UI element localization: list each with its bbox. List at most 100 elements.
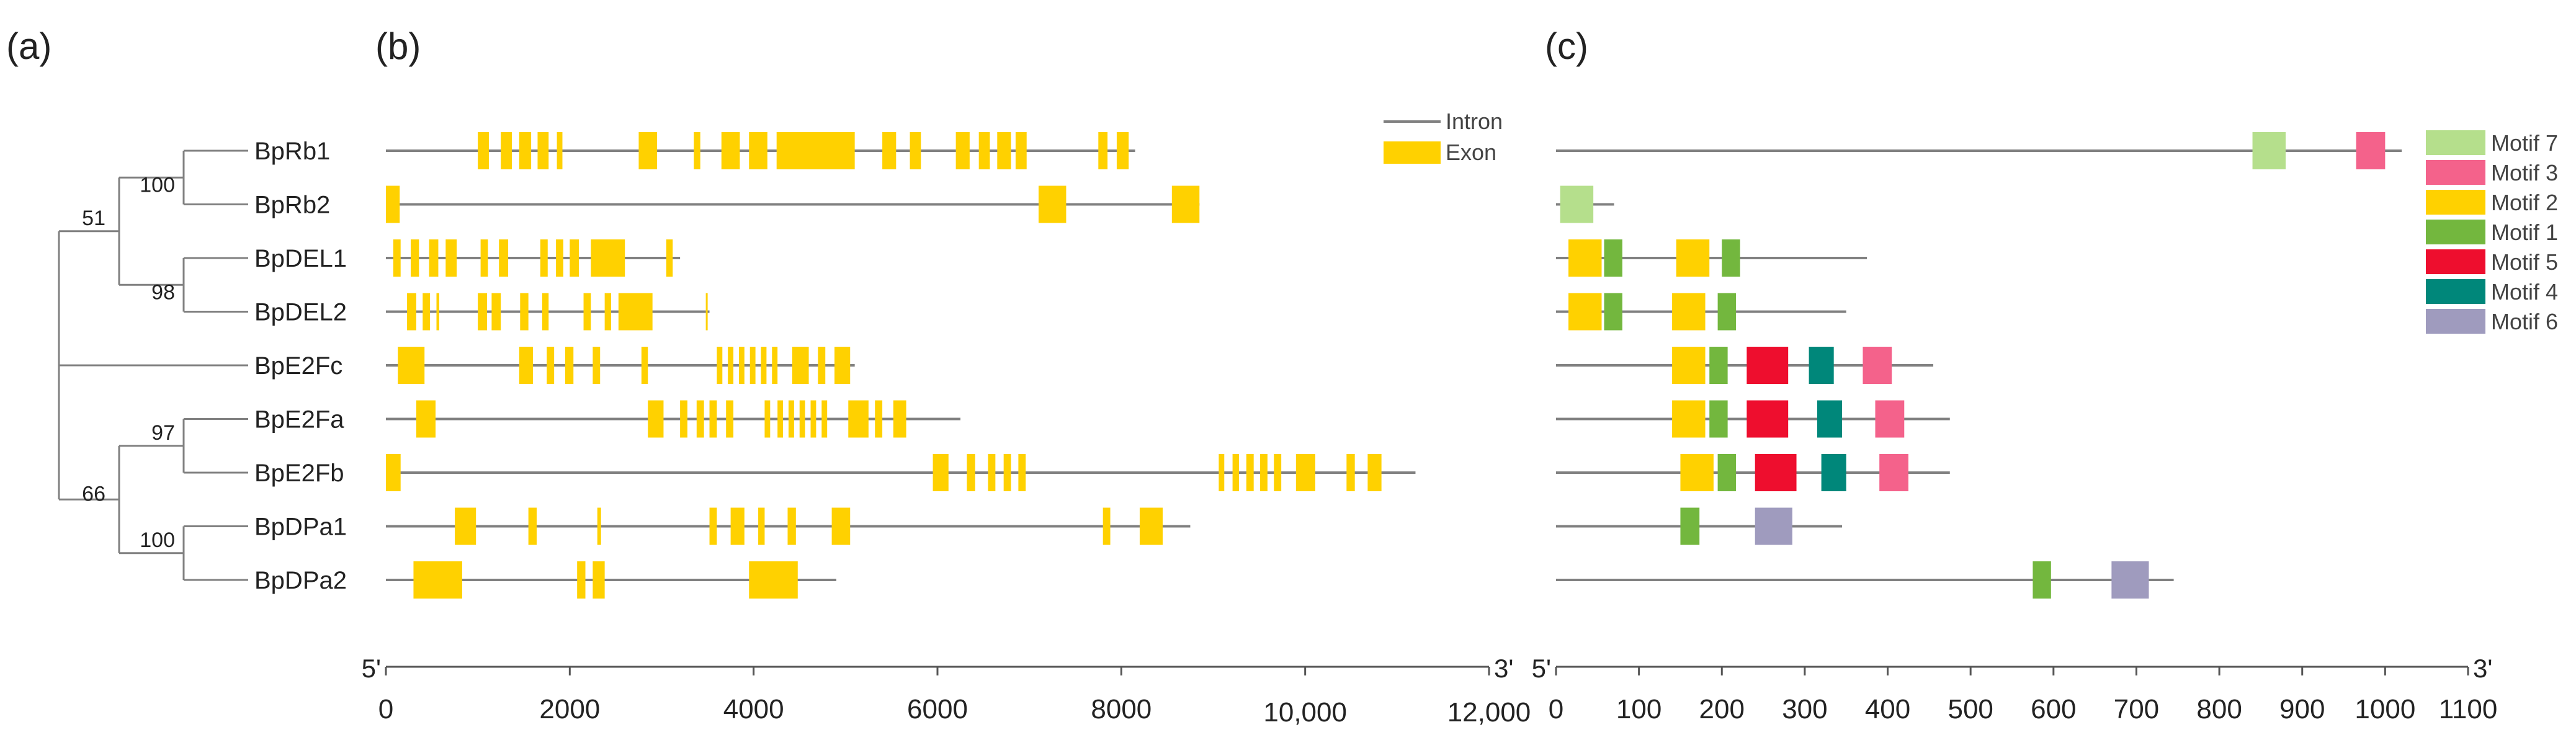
exon-bpe2fa-2 (648, 400, 664, 438)
motif-bpdel2-motif1-4 (1717, 293, 1736, 331)
axis-b-3prime: 3' (1494, 654, 1513, 683)
exon-bprb1-11 (882, 132, 897, 169)
bootstrap-dp: 100 (140, 528, 175, 552)
exon-bpe2fc-7 (717, 347, 723, 384)
gene-label-bprb1: BpRb1 (254, 138, 330, 165)
legend-swatch-motif7 (2426, 130, 2485, 155)
bootstrap-values: 100 51 98 97 66 100 (82, 173, 175, 552)
exon-bpe2fa-11 (810, 400, 816, 438)
legend-swatch-motif4 (2426, 279, 2485, 304)
motif-bpdpa1-motif6-2 (1755, 507, 1792, 545)
exon-bpdel1-7 (540, 239, 548, 277)
exon-bpdpa1-5 (730, 507, 745, 545)
exon-bpe2fc-6 (641, 347, 648, 384)
exon-bpe2fb-2 (932, 454, 949, 491)
exon-bprb2-1 (386, 185, 400, 223)
exon-bprb1-13 (955, 132, 970, 169)
tick-label-c-0: 0 (1549, 694, 1563, 724)
bootstrap-del: 98 (151, 280, 175, 304)
tick-label-c-7: 700 (2114, 694, 2159, 724)
exon-bpdel2-5 (491, 293, 501, 331)
legend-intron-label: Intron (1446, 109, 1503, 134)
legend-label-motif6: Motif 6 (2491, 309, 2558, 334)
exon-bpe2fa-4 (696, 400, 704, 438)
motif-bpe2fc-motif1-2 (1709, 347, 1728, 384)
exon-bprb1-9 (749, 132, 767, 169)
exon-bpdpa1-6 (758, 507, 765, 545)
exon-bpdpa1-10 (1139, 507, 1163, 545)
legend-label-motif7: Motif 7 (2491, 130, 2558, 156)
gene-label-bpe2fb: BpE2Fb (254, 460, 344, 487)
exon-bpdel2-9 (604, 293, 612, 331)
legend-swatch-motif5 (2426, 249, 2485, 274)
exon-bprb1-5 (557, 132, 563, 169)
motif-bpdel1-motif1-2 (1604, 239, 1622, 277)
gene-structure-axis: 0 2000 4000 6000 8000 10,000 12,000 5' 3' (362, 654, 1531, 728)
exon-bpe2fa-9 (788, 400, 794, 438)
exon-bpe2fb-10 (1260, 454, 1268, 491)
exon-bpdel2-6 (520, 293, 529, 331)
motif-bpdpa1-motif1-1 (1680, 507, 1700, 545)
exon-bpe2fb-12 (1295, 454, 1315, 491)
exon-bpe2fb-4 (988, 454, 996, 491)
exon-bpe2fa-10 (799, 400, 805, 438)
exon-bpdpa2-2 (577, 561, 586, 599)
exon-bpe2fc-14 (818, 347, 826, 384)
motif-bpe2fb-motif5-3 (1755, 454, 1797, 491)
legend-exon-swatch (1384, 141, 1441, 164)
exon-bpe2fa-8 (777, 400, 784, 438)
motif-bpe2fa-motif3-5 (1875, 400, 1905, 438)
exon-bpe2fa-12 (821, 400, 828, 438)
tick-label-b-2: 4000 (723, 694, 784, 724)
exon-bpdpa1-2 (528, 507, 537, 545)
motif-bpe2fc-motif5-3 (1746, 347, 1789, 384)
exon-bprb1-16 (1015, 132, 1027, 169)
gene-label-bpdpa1: BpDPa1 (254, 514, 347, 541)
panel-label-c: (c) (1545, 25, 1588, 67)
gene-structure-panel (386, 132, 1416, 599)
gene-label-bpdpa2: BpDPa2 (254, 567, 347, 594)
bootstrap-rb: 100 (140, 173, 175, 197)
exon-bprb1-17 (1098, 132, 1108, 169)
exon-bpe2fc-2 (519, 347, 534, 384)
motif-bprb2-motif7-1 (1560, 185, 1594, 223)
tick-label-b-1: 2000 (539, 694, 600, 724)
panel-label-a: (a) (6, 25, 51, 67)
tick-label-c-10: 1000 (2355, 694, 2415, 724)
gene-labels: BpRb1 BpRb2 BpDEL1 BpDEL2 BpE2Fc BpE2Fa BpE2Fb… (254, 138, 347, 594)
motif-bpe2fb-motif2-1 (1680, 454, 1714, 491)
gene-label-bpdel1: BpDEL1 (254, 245, 347, 272)
exon-bpdel1-2 (411, 239, 419, 277)
motif-bpdel1-motif1-4 (1722, 239, 1740, 277)
exon-bpe2fc-4 (565, 347, 574, 384)
tick-label-b-5: 10,000 (1263, 697, 1347, 728)
exon-bpe2fc-8 (728, 347, 734, 384)
exon-bprb1-3 (519, 132, 532, 169)
motif-bpe2fa-motif2-1 (1672, 400, 1706, 438)
motif-structure-axis: 0 100 200 300 400 500 600 700 800 900 1000 1100 5' 3' (1532, 654, 2498, 724)
exon-bpdel2-4 (478, 293, 487, 331)
exon-bpe2fc-3 (547, 347, 555, 384)
legend-label-motif4: Motif 4 (2491, 279, 2558, 305)
exon-bprb1-8 (721, 132, 740, 169)
exon-bpdel1-10 (591, 239, 625, 277)
exon-bpe2fb-14 (1367, 454, 1382, 491)
motif-bpdpa2-motif6-2 (2111, 561, 2149, 599)
exon-bpe2fa-3 (680, 400, 687, 438)
exon-bpe2fa-14 (875, 400, 883, 438)
exon-bprb1-14 (978, 132, 990, 169)
bootstrap-rbdel: 51 (82, 207, 105, 230)
exon-bpe2fa-5 (709, 400, 717, 438)
exon-bpe2fa-6 (726, 400, 734, 438)
exon-bpe2fc-10 (749, 347, 756, 384)
exon-bpdpa1-7 (787, 507, 796, 545)
phylogenetic-tree (58, 149, 248, 581)
tick-label-b-3: 6000 (907, 694, 968, 724)
exon-bpdel1-1 (393, 239, 401, 277)
exon-bpe2fb-6 (1018, 454, 1026, 491)
tick-label-c-8: 800 (2196, 694, 2242, 724)
exon-bpdpa2-4 (749, 561, 798, 599)
tick-label-c-11: 1100 (2439, 694, 2498, 724)
motif-bpe2fa-motif1-2 (1709, 400, 1728, 438)
